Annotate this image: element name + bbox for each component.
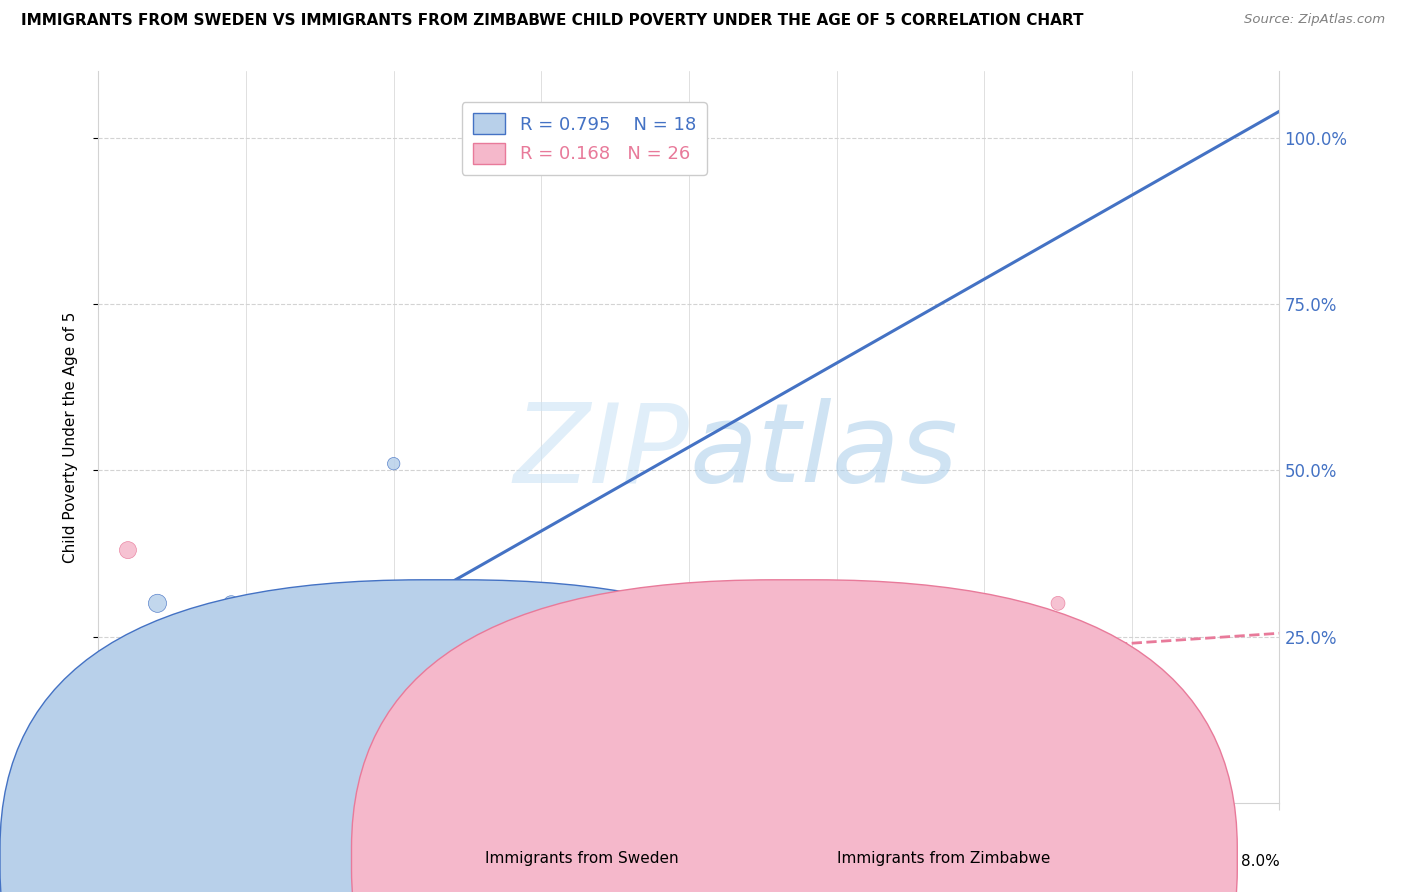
Point — [117, 543, 139, 558]
Point — [219, 709, 242, 723]
Point — [205, 682, 228, 697]
Point — [146, 596, 169, 610]
Point — [162, 716, 183, 731]
Text: Immigrants from Sweden: Immigrants from Sweden — [485, 851, 679, 865]
Point — [132, 723, 155, 737]
Point — [162, 649, 183, 664]
Point — [574, 118, 596, 132]
Point — [235, 663, 257, 677]
Text: Source: ZipAtlas.com: Source: ZipAtlas.com — [1244, 13, 1385, 27]
Text: ZIP: ZIP — [513, 398, 689, 505]
Point — [110, 690, 132, 704]
Point — [93, 682, 115, 697]
Point — [117, 703, 139, 717]
Point — [191, 656, 214, 670]
Text: atlas: atlas — [689, 398, 957, 505]
Point — [103, 682, 125, 697]
Point — [117, 663, 139, 677]
Y-axis label: Child Poverty Under the Age of 5: Child Poverty Under the Age of 5 — [63, 311, 77, 563]
Point — [278, 643, 302, 657]
Point — [132, 690, 155, 704]
Point — [353, 663, 375, 677]
Text: IMMIGRANTS FROM SWEDEN VS IMMIGRANTS FROM ZIMBABWE CHILD POVERTY UNDER THE AGE O: IMMIGRANTS FROM SWEDEN VS IMMIGRANTS FRO… — [21, 13, 1084, 29]
Point — [94, 682, 117, 697]
Point — [264, 690, 287, 704]
Point — [235, 596, 257, 610]
Point — [191, 729, 214, 743]
Text: 0.0%: 0.0% — [98, 854, 138, 869]
Point — [103, 663, 125, 677]
Point — [382, 457, 405, 471]
Point — [825, 749, 848, 764]
Legend: R = 0.795    N = 18, R = 0.168   N = 26: R = 0.795 N = 18, R = 0.168 N = 26 — [461, 103, 707, 175]
Point — [250, 703, 273, 717]
Point — [132, 696, 155, 710]
Text: 8.0%: 8.0% — [1240, 854, 1279, 869]
Point — [278, 690, 302, 704]
Point — [530, 709, 553, 723]
Point — [103, 709, 125, 723]
Point — [1046, 596, 1069, 610]
Point — [382, 696, 405, 710]
Point — [456, 729, 478, 743]
Point — [117, 696, 139, 710]
Point — [825, 709, 848, 723]
Point — [103, 676, 125, 690]
Point — [176, 709, 198, 723]
Point — [1091, 690, 1114, 704]
Point — [589, 118, 612, 132]
Point — [176, 669, 198, 683]
Point — [146, 703, 169, 717]
Point — [219, 596, 242, 610]
Point — [382, 723, 405, 737]
Point — [132, 649, 155, 664]
Text: Immigrants from Zimbabwe: Immigrants from Zimbabwe — [837, 851, 1050, 865]
